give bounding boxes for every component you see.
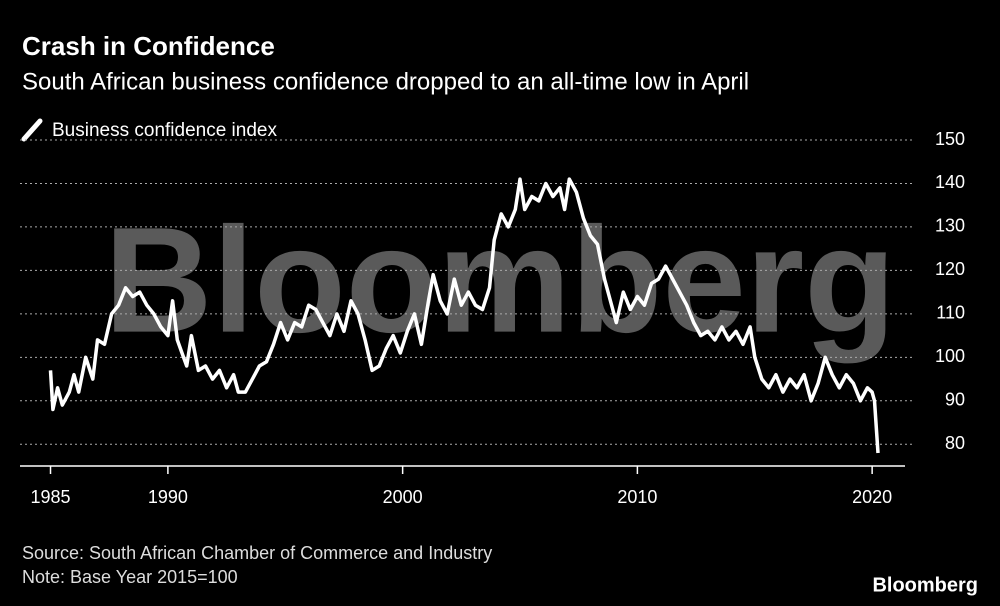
y-tick-label: 130 xyxy=(935,216,965,236)
source: Source: South African Chamber of Commerc… xyxy=(22,543,492,563)
x-tick-label: 2020 xyxy=(852,487,892,507)
chart-title: Crash in Confidence xyxy=(22,31,275,61)
x-tick-label: 1990 xyxy=(148,487,188,507)
logo: Bloomberg xyxy=(872,574,978,596)
y-tick-label: 150 xyxy=(935,129,965,149)
legend-swatch xyxy=(21,118,43,142)
legend-label: Business confidence index xyxy=(52,120,277,141)
x-tick-label: 2010 xyxy=(617,487,657,507)
y-tick-label: 120 xyxy=(935,259,965,279)
x-tick-label: 2000 xyxy=(383,487,423,507)
y-tick-label: 80 xyxy=(945,433,965,453)
y-tick-label: 140 xyxy=(935,172,965,192)
y-tick-label: 110 xyxy=(936,303,965,323)
data-line xyxy=(48,177,880,454)
y-tick-label: 90 xyxy=(945,390,965,410)
y-tick-label: 100 xyxy=(935,346,965,366)
note: Note: Base Year 2015=100 xyxy=(22,567,238,587)
chart-subtitle: South African business confidence droppe… xyxy=(22,68,749,95)
x-tick-label: 1985 xyxy=(30,487,70,507)
